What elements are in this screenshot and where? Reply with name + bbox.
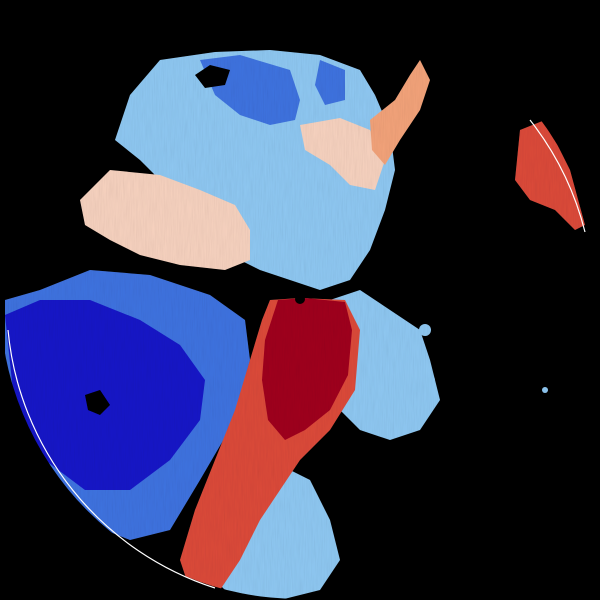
echo-speck (542, 387, 548, 393)
light-inbound-region (115, 50, 395, 290)
near-zero-outbound-band (80, 170, 250, 270)
range-edge-east (529, 119, 586, 233)
moderate-inbound-northeast (315, 60, 345, 105)
strong-inbound-core (5, 300, 205, 490)
range-edge-southwest (7, 329, 216, 589)
radar-site-dot-icon (295, 294, 305, 304)
outbound-arc-fragment (515, 120, 585, 230)
strong-outbound-core (262, 298, 352, 440)
no-data-hole (85, 390, 110, 415)
near-zero-outbound-northeast (300, 118, 385, 190)
no-data-hole (195, 65, 230, 88)
echo-speck (425, 375, 435, 385)
echo-speck (419, 324, 431, 336)
light-outbound-northeast (370, 60, 430, 165)
